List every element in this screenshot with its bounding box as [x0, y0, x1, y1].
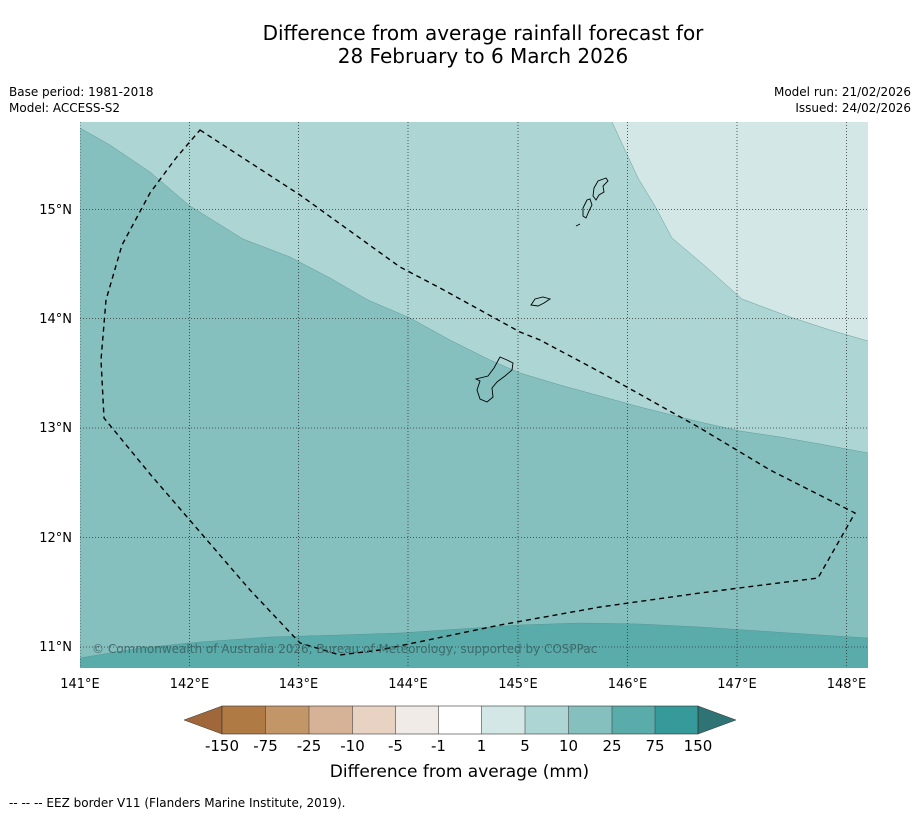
colorbar-tick: 5 [520, 737, 530, 755]
meta-left: Base period: 1981-2018 Model: ACCESS-S2 [9, 84, 154, 116]
colorbar-swatch [525, 706, 569, 734]
saipan-island [592, 177, 609, 201]
colorbar-tick: 1 [477, 737, 487, 755]
base-period: Base period: 1981-2018 [9, 85, 154, 99]
lon-label: 143°E [279, 677, 319, 692]
lon-label: 146°E [608, 677, 648, 692]
lat-label: 15°N [39, 203, 72, 218]
colorbar-frame [221, 705, 699, 735]
model-run: Model run: 21/02/2026 [773, 85, 911, 99]
gridlines [80, 122, 868, 668]
guam-island [474, 356, 514, 403]
copyright: © Commonwealth of Australia 2026, Bureau… [92, 642, 597, 656]
region-1-5 [612, 122, 868, 341]
title-line-1: Difference from average rainfall forecas… [262, 21, 704, 45]
lon-labels: 141°E 142°E 143°E 144°E 145°E 146°E 147°… [60, 677, 866, 692]
colorbar-label: Difference from average (mm) [329, 762, 590, 782]
colorbar-ticks: -150 -75 -25 -10 -5 -1 1 5 10 25 75 150 [205, 737, 712, 755]
lon-label: 142°E [170, 677, 210, 692]
colorbar-swatch [222, 706, 266, 734]
colorbar-swatch [438, 706, 482, 734]
colorbar-swatch [481, 706, 525, 734]
region-25-75 [80, 623, 868, 668]
lat-labels: 15°N 14°N 13°N 12°N 11°N [39, 203, 72, 655]
colorbar-tick: -150 [205, 737, 239, 755]
footnote: -- -- -- EEZ border V11 (Flanders Marine… [9, 796, 346, 810]
colorbar-swatch [568, 706, 612, 734]
lat-label: 12°N [39, 531, 72, 546]
colorbar-tick: -5 [388, 737, 403, 755]
contour-lines [80, 122, 868, 659]
model-name: Model: ACCESS-S2 [9, 101, 121, 115]
colorbar: -150 -75 -25 -10 -5 -1 1 5 10 25 75 150 [183, 705, 737, 755]
tinian-island [582, 198, 593, 219]
lon-label: 144°E [388, 677, 428, 692]
colorbar-tick: -10 [340, 737, 365, 755]
lon-label: 145°E [498, 677, 538, 692]
lat-label: 14°N [39, 312, 72, 327]
colorbar-tick: -1 [431, 737, 446, 755]
colorbar-swatch [612, 706, 655, 734]
lat-label: 11°N [39, 640, 72, 655]
colorbar-tick: -25 [297, 737, 322, 755]
colorbar-tick: 150 [684, 737, 713, 755]
issued-date: Issued: 24/02/2026 [795, 101, 911, 115]
eez-border [100, 129, 856, 656]
colorbar-tick: -75 [253, 737, 278, 755]
lat-label: 13°N [39, 421, 72, 436]
aguijan-island [575, 223, 581, 227]
islands [474, 177, 609, 403]
colorbar-tick: 10 [559, 737, 578, 755]
colorbar-swatch [352, 706, 396, 734]
colorbar-dividers [265, 706, 656, 734]
colorbar-low-extend [183, 705, 223, 735]
colorbar-swatch [655, 706, 698, 734]
colorbar-swatch [395, 706, 439, 734]
title-line-2: 28 February to 6 March 2026 [337, 44, 629, 68]
lon-label: 141°E [60, 677, 100, 692]
lon-label: 148°E [827, 677, 867, 692]
lon-label: 147°E [717, 677, 757, 692]
meta-right: Model run: 21/02/2026 Issued: 24/02/2026 [774, 84, 911, 116]
colorbar-high-extend [697, 705, 737, 735]
rota-island [530, 296, 552, 307]
colorbar-tick: 25 [602, 737, 621, 755]
colorbar-swatch [309, 706, 353, 734]
colorbar-swatch [265, 706, 309, 734]
chart-title: Difference from average rainfall forecas… [0, 22, 919, 68]
map-area: © Commonwealth of Australia 2026, Bureau… [80, 122, 868, 668]
colorbar-tick: 75 [645, 737, 664, 755]
